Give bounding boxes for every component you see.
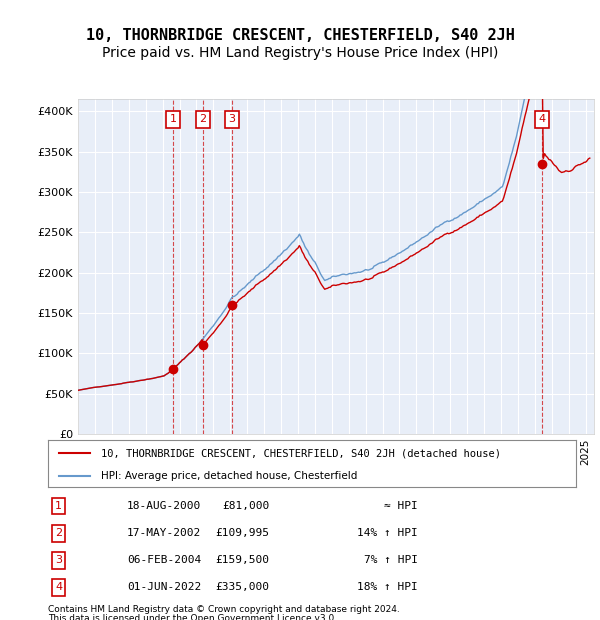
Text: 7% ↑ HPI: 7% ↑ HPI [364,556,418,565]
Text: 06-FEB-2004: 06-FEB-2004 [127,556,202,565]
Text: £335,000: £335,000 [216,582,270,593]
Text: 10, THORNBRIDGE CRESCENT, CHESTERFIELD, S40 2JH: 10, THORNBRIDGE CRESCENT, CHESTERFIELD, … [86,28,514,43]
Text: 2: 2 [55,528,62,538]
Text: 18-AUG-2000: 18-AUG-2000 [127,501,202,511]
Text: 1: 1 [55,501,62,511]
Text: 17-MAY-2002: 17-MAY-2002 [127,528,202,538]
Text: ≈ HPI: ≈ HPI [384,501,418,511]
Text: 4: 4 [55,582,62,593]
Text: Price paid vs. HM Land Registry's House Price Index (HPI): Price paid vs. HM Land Registry's House … [102,46,498,61]
Text: 1: 1 [170,114,177,125]
Text: £159,500: £159,500 [216,556,270,565]
Text: 2: 2 [199,114,206,125]
Text: 4: 4 [538,114,545,125]
Text: HPI: Average price, detached house, Chesterfield: HPI: Average price, detached house, Ches… [101,471,357,482]
Text: 3: 3 [55,556,62,565]
Text: This data is licensed under the Open Government Licence v3.0.: This data is licensed under the Open Gov… [48,614,337,620]
Text: Contains HM Land Registry data © Crown copyright and database right 2024.: Contains HM Land Registry data © Crown c… [48,604,400,614]
Text: 14% ↑ HPI: 14% ↑ HPI [357,528,418,538]
Text: 01-JUN-2022: 01-JUN-2022 [127,582,202,593]
Text: 10, THORNBRIDGE CRESCENT, CHESTERFIELD, S40 2JH (detached house): 10, THORNBRIDGE CRESCENT, CHESTERFIELD, … [101,448,501,458]
Text: £109,995: £109,995 [216,528,270,538]
Text: 3: 3 [229,114,235,125]
Text: 18% ↑ HPI: 18% ↑ HPI [357,582,418,593]
Text: £81,000: £81,000 [223,501,270,511]
